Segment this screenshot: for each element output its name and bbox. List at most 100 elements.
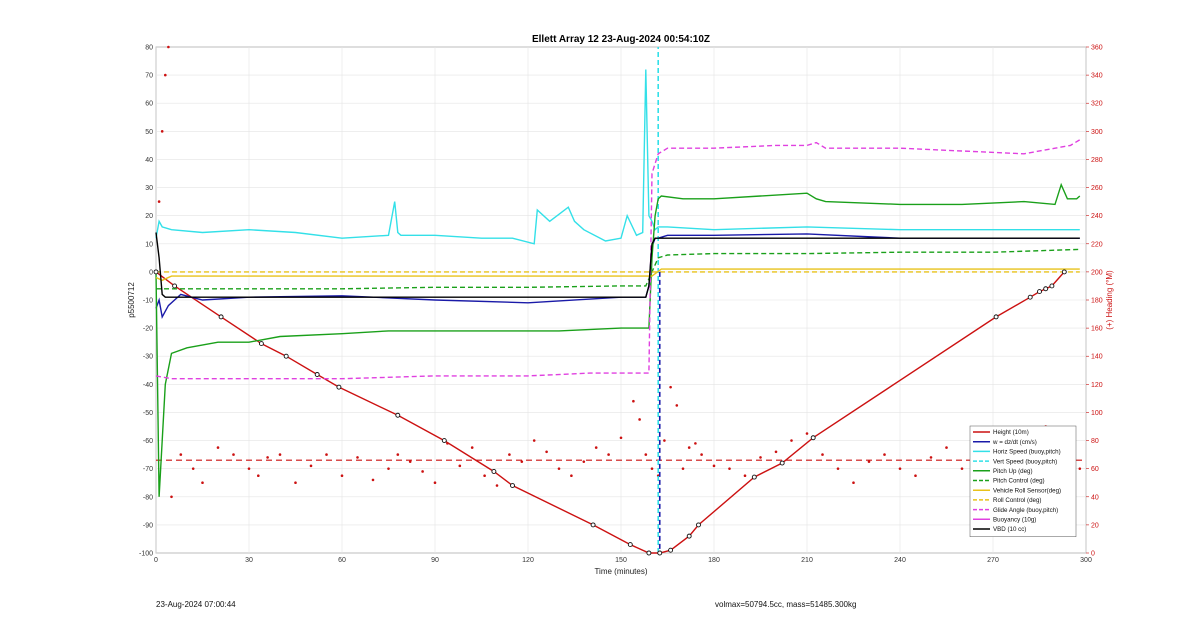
height-point (686, 533, 692, 539)
heading-point (309, 464, 313, 468)
heading-point (607, 453, 610, 456)
heading-point (700, 453, 703, 456)
heading-point (836, 467, 840, 470)
y-right-tick-label: 60 (1091, 466, 1099, 473)
series-line (155, 232, 1080, 298)
height-point (751, 474, 757, 480)
height-point (258, 341, 264, 347)
y-right-tick-label: 260 (1091, 185, 1103, 192)
heading-point (728, 467, 731, 470)
y-tick-label: -80 (143, 494, 153, 501)
height-point (395, 412, 401, 418)
heading-point (179, 453, 183, 456)
height-point (668, 547, 674, 553)
height-point (153, 269, 159, 275)
heading-point (681, 467, 685, 470)
heading-point (759, 456, 762, 459)
y-right-tick-label: 200 (1091, 269, 1103, 276)
legend-entry: Glide Angle (buoy,pitch) (993, 507, 1058, 514)
legend-entry: Horiz Speed (buoy,pitch) (993, 449, 1061, 456)
heading-point (694, 442, 697, 445)
footer-volmax-mass: volmax=50794.5cc, mass=51485.300kg (715, 600, 857, 609)
heading-point (458, 464, 462, 468)
y-right-tick-label: 360 (1091, 45, 1103, 52)
y-tick-label: -30 (143, 354, 153, 361)
y-tick-label: 10 (145, 241, 153, 248)
heading-point (582, 460, 586, 463)
heading-point (167, 45, 170, 49)
height-point (283, 353, 289, 359)
y-right-tick-label: 40 (1091, 494, 1099, 501)
height-point (1061, 269, 1067, 275)
heading-point (396, 453, 400, 456)
series-line (155, 182, 1081, 497)
heading-point (160, 130, 164, 133)
legend-entry: VBD (10 cc) (993, 526, 1026, 533)
y-axis-label: p5500712 (127, 282, 136, 318)
heading-point (470, 446, 474, 449)
x-tick-label: 300 (1080, 557, 1092, 564)
height-point (218, 314, 224, 320)
height-point (646, 550, 652, 556)
y-right-tick-label: 140 (1091, 354, 1103, 361)
height-point (590, 522, 596, 528)
y-right-tick-label: 20 (1091, 522, 1099, 529)
x-tick-label: 240 (894, 557, 906, 564)
heading-point (867, 460, 871, 463)
legend-entry: Buoyancy (10g) (993, 517, 1036, 524)
y-tick-label: 20 (145, 213, 153, 220)
y-right-tick-label: 80 (1091, 438, 1099, 445)
heading-point (638, 418, 641, 421)
legend-box (969, 425, 1077, 537)
x-tick-label: 30 (245, 557, 253, 564)
height-point (1037, 289, 1042, 295)
heading-point (356, 456, 359, 459)
y-tick-label: -60 (143, 438, 153, 445)
legend-entry: Pitch Control (deg) (993, 478, 1045, 485)
heading-point (852, 481, 855, 485)
heading-point (266, 456, 269, 459)
heading-point (294, 481, 297, 485)
legend-entry: w = dz/dt (cm/s) (992, 439, 1037, 446)
heading-point (257, 474, 260, 477)
heading-point (821, 453, 824, 456)
y-right-tick-label: 160 (1091, 326, 1103, 333)
legend-entry: Pitch Up (deg) (993, 468, 1033, 475)
heading-point (545, 450, 548, 454)
heading-point (232, 453, 235, 456)
y-right-tick-label: 180 (1091, 298, 1103, 305)
height-point (696, 522, 701, 528)
y-tick-label: 80 (145, 45, 153, 52)
legend-entry: Vert Speed (buoy,pitch) (993, 458, 1057, 465)
y-tick-label: -70 (143, 466, 153, 473)
heading-point (216, 446, 220, 449)
height-point (779, 460, 785, 466)
heading-point (929, 456, 933, 459)
x-tick-label: 0 (154, 557, 158, 564)
x-tick-label: 90 (431, 557, 439, 564)
heading-point (247, 467, 251, 470)
y-tick-label: -50 (143, 410, 153, 417)
series-line (155, 69, 1080, 245)
heading-point (594, 446, 598, 449)
y-right-tick-label: 300 (1091, 129, 1103, 136)
x-tick-label: 150 (615, 557, 627, 564)
series-line (156, 248, 1080, 290)
y-tick-label: 0 (149, 269, 153, 276)
x-tick-label: 180 (708, 557, 720, 564)
height-point (627, 542, 633, 548)
heading-point (914, 474, 917, 477)
x-tick-label: 270 (987, 557, 999, 564)
heading-point (632, 399, 635, 403)
heading-point (570, 474, 573, 477)
y-right-tick-label: 120 (1091, 382, 1103, 389)
height-point (172, 283, 178, 289)
heading-point (532, 439, 536, 442)
series-line (155, 268, 1080, 282)
y-tick-label: -90 (143, 522, 153, 529)
x-tick-label: 60 (338, 557, 346, 564)
y-tick-label: -10 (143, 298, 153, 305)
heading-point (387, 467, 390, 470)
heading-point (371, 478, 375, 482)
y-tick-label: 50 (145, 129, 153, 136)
